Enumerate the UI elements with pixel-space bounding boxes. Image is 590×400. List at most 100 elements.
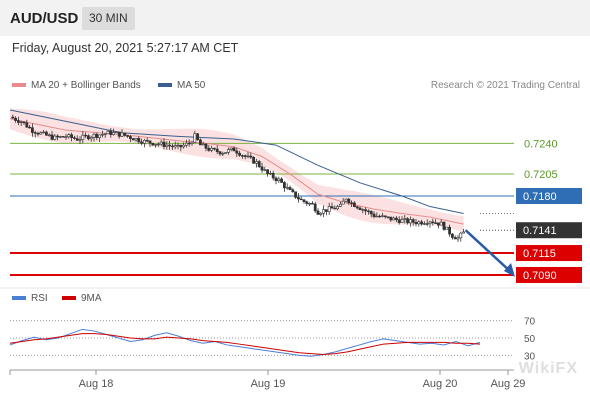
candle-body: [58, 136, 62, 138]
candle-body: [397, 219, 401, 223]
candle-body: [126, 135, 130, 137]
forecast-arrowhead: [504, 262, 515, 277]
x-tick-label: Aug 19: [251, 378, 286, 390]
candle-body: [305, 201, 309, 204]
candle-body: [47, 134, 51, 136]
candle-body: [333, 207, 337, 210]
candle-body: [445, 226, 449, 230]
candle-body: [168, 144, 172, 147]
candle-body: [106, 130, 110, 135]
watermark-logo: WikiFX: [518, 360, 578, 377]
candle-body: [249, 155, 253, 158]
candle-body: [324, 209, 328, 212]
candle-body: [280, 178, 284, 183]
x-tick-label: Aug 29: [491, 378, 526, 390]
rsi-swatch: [12, 296, 26, 301]
rsi-series-9ma: [9, 333, 481, 355]
candle-body: [14, 117, 18, 121]
candle-body: [61, 136, 65, 138]
candle-body: [64, 136, 68, 138]
candle-body: [422, 223, 426, 225]
candle-body: [151, 142, 155, 146]
top-bar: AUD/USD 30 MIN: [0, 0, 590, 36]
candle-body: [366, 210, 370, 213]
candle-body: [260, 166, 264, 171]
candle-body: [30, 127, 34, 133]
ma50-line: [9, 109, 464, 215]
candle-body: [288, 187, 292, 190]
candle-body: [210, 147, 214, 151]
candle-body: [187, 142, 191, 145]
candle-body: [436, 222, 440, 226]
candle-body: [120, 132, 124, 137]
timeframe-badge[interactable]: 30 MIN: [82, 7, 135, 30]
candle-body: [182, 144, 186, 148]
candle-body: [33, 132, 37, 134]
rsi-tick-label: 70: [524, 317, 536, 328]
candle-body: [218, 151, 222, 155]
legend-ma20: MA 20 + Bollinger Bands: [12, 80, 141, 91]
candle-body: [154, 144, 158, 146]
level-label-5: 0.7090: [523, 270, 557, 282]
rsi-tick-label: 30: [524, 351, 536, 362]
candle-body: [347, 198, 351, 204]
candle-body: [403, 218, 407, 220]
legend-ma20-label: MA 20 + Bollinger Bands: [31, 80, 141, 91]
candle-body: [442, 221, 446, 230]
candle-body: [302, 199, 306, 202]
candle-body: [215, 148, 219, 152]
candle-body: [53, 135, 57, 140]
candle-body: [224, 152, 228, 154]
candle-body: [28, 126, 32, 129]
ma20-line: [9, 118, 464, 225]
candle-body: [229, 147, 233, 150]
candle-body: [322, 209, 326, 214]
candle-body: [232, 147, 236, 152]
candle-body: [39, 132, 43, 135]
x-tick-label: Aug 20: [423, 378, 458, 390]
candle-body: [73, 137, 76, 139]
level-tag-3: [516, 222, 582, 239]
candle-body: [143, 140, 146, 144]
candle-body: [171, 145, 174, 148]
candle-body: [221, 153, 225, 155]
candle-body: [75, 138, 79, 141]
candle-body: [11, 116, 15, 119]
candle-body: [336, 206, 340, 210]
candle-body: [406, 218, 410, 224]
candle-body: [101, 134, 104, 136]
legend-rsi: RSI: [12, 293, 48, 304]
candle-body: [78, 139, 82, 141]
candle-body: [394, 217, 398, 221]
candle-body: [246, 155, 250, 158]
candle-body: [257, 161, 261, 167]
candle-body: [243, 155, 247, 157]
candle-body: [162, 141, 166, 147]
candle-body: [369, 211, 373, 215]
candle-body: [352, 202, 356, 208]
candle-body: [299, 198, 303, 201]
candle-body: [330, 206, 334, 209]
candle-body: [431, 221, 435, 224]
candle-body: [414, 222, 418, 225]
level-tag-4: [516, 245, 582, 262]
candle-body: [137, 138, 141, 143]
candle-body: [252, 156, 256, 164]
candle-body: [92, 133, 96, 138]
ma50-swatch: [158, 83, 172, 88]
legend-ma50: MA 50: [158, 80, 205, 91]
candle-body: [350, 202, 354, 204]
candle-body: [378, 215, 382, 218]
candle-body: [176, 144, 180, 147]
candle-body: [277, 178, 281, 181]
candle-body: [344, 198, 348, 202]
level-tag-5: [516, 266, 582, 283]
forecast-arrow: [464, 229, 513, 274]
x-tick-label: Aug 18: [79, 378, 114, 390]
candle-body: [185, 142, 188, 146]
candle-body: [117, 131, 121, 137]
candle-body: [308, 203, 312, 205]
candle-body: [294, 191, 298, 198]
candle-body: [190, 141, 194, 144]
legend-ma50-label: MA 50: [177, 80, 206, 91]
